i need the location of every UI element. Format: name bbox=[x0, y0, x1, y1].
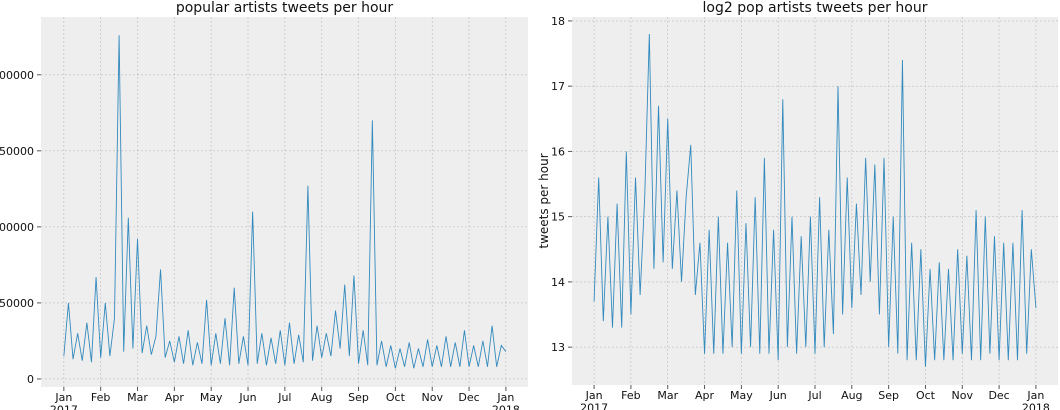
chart-title: popular artists tweets per hour bbox=[176, 0, 394, 16]
x-tick-label: May bbox=[730, 389, 753, 402]
y-tick-label: 17 bbox=[551, 80, 565, 93]
y-tick-label: 18 bbox=[551, 15, 565, 28]
x-tick-label: Jun bbox=[769, 389, 787, 402]
y-tick-label: 200000 bbox=[0, 69, 34, 82]
y-tick-label: 100000 bbox=[0, 221, 34, 234]
line-series bbox=[63, 35, 507, 369]
y-axis-label: tweets per hour bbox=[537, 153, 551, 248]
x-tick-label: Mar bbox=[657, 389, 678, 402]
x-tick-label: Nov bbox=[952, 389, 974, 402]
x-tick-label: Oct bbox=[386, 391, 406, 404]
x-tick-label: Jul bbox=[807, 389, 821, 402]
x-tick-label: Sep bbox=[348, 391, 369, 404]
x-tick-label: Jun bbox=[238, 391, 256, 404]
x-tick-label: Mar bbox=[127, 391, 148, 404]
x-tick-label: Oct bbox=[916, 389, 936, 402]
x-tick-label: May bbox=[200, 391, 223, 404]
x-tick-label: Jul bbox=[277, 391, 291, 404]
x-tick-label: Feb bbox=[621, 389, 640, 402]
x-tick-label: Apr bbox=[695, 389, 715, 402]
y-tick-label: 16 bbox=[551, 145, 565, 158]
plot-area bbox=[41, 17, 528, 387]
y-tick-label: 13 bbox=[551, 341, 565, 354]
x-tick-label: Aug bbox=[311, 391, 332, 404]
x-tick-label: Feb bbox=[91, 391, 110, 404]
x-tick-label: Aug bbox=[841, 389, 862, 402]
y-tick-label: 50000 bbox=[0, 297, 34, 310]
y-tick-label: 0 bbox=[27, 373, 34, 386]
x-tick-label: Sep bbox=[878, 389, 899, 402]
x-tick-label: Dec bbox=[458, 391, 479, 404]
x-tick-label: Nov bbox=[421, 391, 443, 404]
y-tick-label: 14 bbox=[551, 276, 565, 289]
x-tick-label: Dec bbox=[988, 389, 1009, 402]
y-tick-label: 15 bbox=[551, 211, 565, 224]
chart-title: log2 pop artists tweets per hour bbox=[703, 0, 928, 16]
line-series bbox=[593, 33, 1037, 367]
y-tick-label: 150000 bbox=[0, 145, 34, 158]
x-tick-label: Apr bbox=[165, 391, 185, 404]
